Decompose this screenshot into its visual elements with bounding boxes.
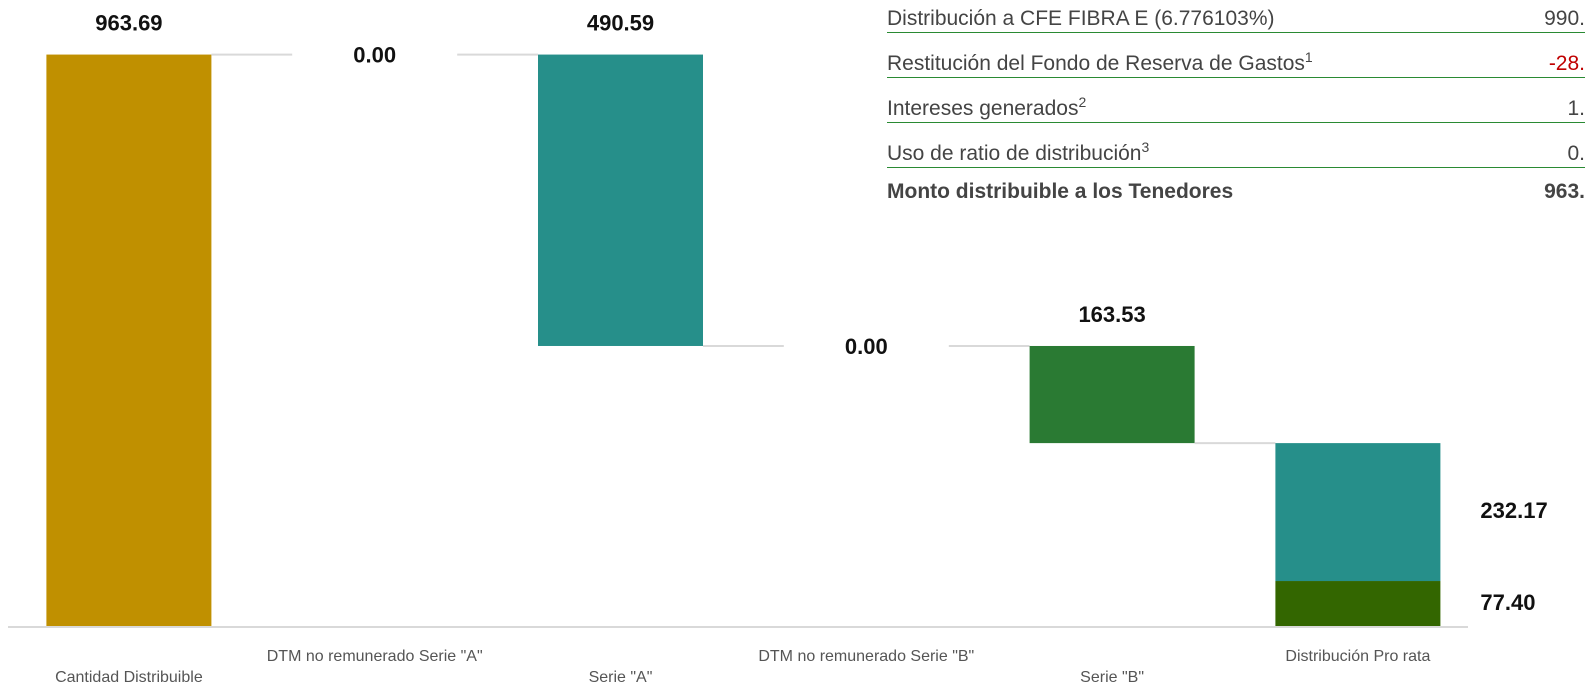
bar-segment	[1275, 581, 1441, 627]
value-label: 163.53	[1078, 302, 1145, 327]
bar	[538, 54, 703, 346]
x-tick-label: Serie "B"	[1080, 669, 1144, 686]
table-row: Uso de ratio de distribución3 0.	[887, 135, 1585, 180]
row-label-text: Monto distribuible a los Tenedores	[887, 180, 1234, 203]
bar	[1029, 345, 1195, 444]
row-value: 0.	[1567, 142, 1585, 165]
value-label: 77.40	[1480, 590, 1535, 615]
summary-table: Distribución a CFE FIBRA E (6.776103%) 99…	[887, 0, 1585, 218]
value-label: 0.00	[845, 334, 888, 359]
row-value: 963.	[1544, 180, 1585, 203]
x-tick-label: DTM no remunerado Serie "A"	[267, 648, 483, 665]
table-row: Monto distribuible a los Tenedores 963.	[887, 180, 1585, 218]
row-label-text: Distribución a CFE FIBRA E (6.776103%)	[887, 7, 1275, 30]
value-label: 963.69	[95, 10, 162, 35]
x-tick-label: Distribución Pro rata	[1285, 648, 1430, 665]
row-value: 990.	[1544, 7, 1585, 30]
table-row: Intereses generados2 1.	[887, 90, 1585, 135]
row-label-text: Intereses generados	[887, 97, 1079, 120]
row-label: Uso de ratio de distribución3	[887, 139, 1149, 166]
row-label: Restitución del Fondo de Reserva de Gast…	[887, 49, 1313, 76]
row-value: -28.	[1548, 52, 1585, 75]
value-label: 232.17	[1480, 498, 1547, 523]
bar-segment	[1275, 443, 1441, 582]
footnote-mark: 2	[1078, 94, 1087, 110]
row-label-text: Uso de ratio de distribución	[887, 142, 1142, 165]
x-tick-label: DTM no remunerado Serie "B"	[758, 648, 974, 665]
table-row: Restitución del Fondo de Reserva de Gast…	[887, 45, 1585, 90]
table-row: Distribución a CFE FIBRA E (6.776103%) 99…	[887, 0, 1585, 45]
x-tick-label: Cantidad Distribuible	[55, 669, 203, 686]
row-label: Intereses generados2	[887, 94, 1086, 121]
value-label: 0.00	[353, 42, 396, 67]
row-value: 1.	[1567, 97, 1585, 120]
bar	[46, 54, 212, 628]
value-label: 490.59	[587, 10, 654, 35]
footnote-mark: 1	[1304, 49, 1313, 65]
row-label: Monto distribuible a los Tenedores	[887, 180, 1233, 204]
row-label: Distribución a CFE FIBRA E (6.776103%)	[887, 7, 1275, 31]
row-label-text: Restitución del Fondo de Reserva de Gast…	[887, 52, 1305, 75]
x-tick-label: Serie "A"	[589, 669, 653, 686]
footnote-mark: 3	[1141, 139, 1150, 155]
